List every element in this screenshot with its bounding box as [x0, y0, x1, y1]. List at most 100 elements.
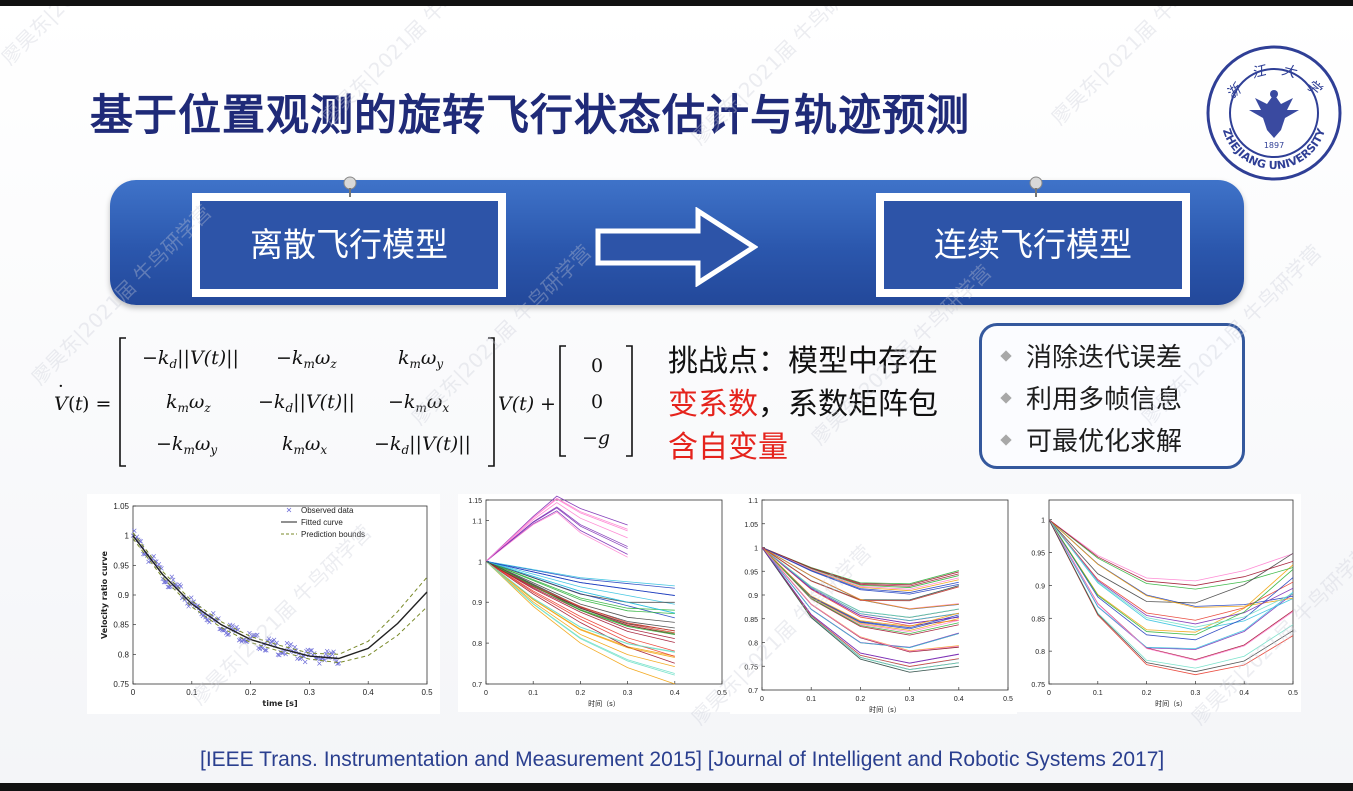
svg-text:(: ( — [68, 393, 75, 415]
trajectory-line — [485, 560, 675, 611]
challenge-text: 挑战点：模型中存在变系数，系数矩阵包含自变量 — [668, 340, 958, 469]
observed-data-point — [185, 601, 190, 606]
trajectory-line — [485, 560, 675, 643]
trajectory-line — [761, 547, 959, 627]
y-tick-label: 0.95 — [113, 561, 129, 570]
right-arrow-icon — [595, 207, 758, 287]
observed-data-point — [331, 649, 336, 654]
legend-entry: Observed data — [301, 506, 354, 515]
observed-data-point — [132, 528, 137, 534]
observed-data-point — [216, 616, 221, 621]
prediction-bound-line — [132, 538, 428, 664]
trajectory-line — [761, 547, 959, 601]
trajectory-line — [761, 547, 959, 593]
observed-data-point — [170, 577, 176, 583]
observed-data-point — [168, 584, 173, 589]
trajectory-line — [761, 547, 959, 601]
observed-data-point — [225, 632, 230, 638]
x-tick-label: 0.3 — [304, 688, 316, 697]
trajectory-line — [761, 547, 959, 664]
legend-marker — [286, 507, 292, 513]
benefit-label: 消除迭代误差 — [1026, 343, 1183, 373]
trajectory-line — [485, 510, 628, 562]
logo-year: 1897 — [1264, 141, 1284, 150]
y-tick-label: 1 — [1041, 518, 1045, 525]
svg-text:−kmωz: −kmωz — [276, 347, 337, 371]
observed-data-point — [159, 566, 164, 571]
pushpin-icon — [1029, 176, 1043, 197]
top-black-bar — [0, 0, 1353, 6]
x-tick-label: 0.4 — [363, 688, 375, 697]
observed-data-point — [226, 632, 232, 637]
challenge-highlight-independent-variable: 含自变量 — [668, 430, 788, 465]
trajectory-line — [485, 561, 675, 668]
trajectory-line — [485, 502, 628, 562]
y-tick-label: 0.9 — [472, 600, 482, 607]
observed-data-point — [230, 623, 235, 628]
observed-data-point — [308, 648, 313, 653]
y-tick-label: 0.75 — [113, 680, 129, 689]
y-tick-label: 0.8 — [1035, 649, 1045, 656]
svg-text:−kmωx: −kmωx — [388, 391, 449, 415]
diamond-bullet-icon — [1000, 349, 1012, 362]
trajectory-line — [761, 547, 959, 590]
trajectory-line — [761, 547, 959, 649]
trajectory-line — [485, 560, 675, 614]
y-tick-label: 1 — [125, 532, 130, 541]
observed-data-point — [240, 637, 246, 643]
trajectory-line — [485, 560, 675, 636]
trajectory-line — [1048, 519, 1294, 604]
trajectory-line — [485, 511, 628, 562]
svg-text:) =: ) = — [82, 393, 111, 415]
trajectory-line — [761, 547, 959, 635]
x-tick-label: 0.5 — [1003, 696, 1013, 703]
y-tick-label: 0.75 — [744, 664, 758, 671]
observed-data-point — [278, 649, 283, 655]
observed-data-point — [178, 584, 184, 589]
y-tick-label: 1.05 — [744, 522, 758, 529]
x-axis-label: time [s] — [262, 699, 297, 708]
trajectory-line — [1048, 519, 1294, 608]
trajectory-line — [1048, 519, 1294, 669]
svg-text:−kd||V(t)||: −kd||V(t)|| — [142, 347, 239, 371]
y-tick-label: 0.8 — [472, 641, 482, 648]
svg-text:0: 0 — [591, 355, 603, 377]
trajectory-line — [761, 547, 959, 586]
trajectory-line — [761, 547, 959, 618]
y-tick-label: 0.9 — [1035, 583, 1045, 590]
trajectory-line — [485, 561, 675, 676]
observed-data-point — [323, 651, 329, 657]
x-tick-label: 0 — [760, 696, 764, 703]
velocity-ratio-fit-plot: 0 0.1 0.2 0.3 0.4 0.5 0.75 0.8 0.85 0.9 0.95 1 1.05 t… — [87, 494, 440, 714]
trajectory-ratio-plot-3: 0 0.1 0.2 0.3 0.4 0.5 0.7 0.75 0.8 0.85 0.9 0.95 1 1.… — [730, 494, 1017, 714]
eagle-emblem-icon — [1249, 90, 1299, 138]
trajectory-line — [485, 506, 628, 562]
plot-4-svg: 0 0.1 0.2 0.3 0.4 0.5 0.75 0.8 0.85 0.9 0.95 1 时间（s） — [1031, 499, 1298, 708]
observed-data-point — [160, 576, 166, 581]
bottom-black-bar — [0, 783, 1353, 791]
trajectory-line — [485, 561, 675, 653]
trajectory-line — [1048, 519, 1294, 633]
trajectory-line — [485, 560, 675, 587]
y-tick-label: 1.05 — [113, 502, 129, 511]
logo-char-2: 江 — [1250, 62, 1269, 81]
observed-data-point — [264, 647, 269, 653]
trajectory-ratio-plot-4: 0 0.1 0.2 0.3 0.4 0.5 0.75 0.8 0.85 0.9 0.95 1 时间（s） — [1017, 494, 1301, 712]
trajectory-line — [1048, 519, 1294, 582]
x-axis-label: 时间（s） — [1155, 699, 1187, 708]
svg-text:−g: −g — [582, 427, 610, 449]
x-tick-label: 0 — [1047, 690, 1051, 697]
discrete-model-box: 离散飞行模型 — [192, 193, 506, 297]
observed-data-point — [333, 659, 339, 664]
y-tick-label: 0.8 — [118, 650, 130, 659]
slide-title: 基于位置观测的旋转飞行状态估计与轨迹预测 — [90, 91, 970, 141]
diamond-bullet-icon — [1000, 433, 1012, 446]
svg-text:V: V — [54, 393, 70, 415]
x-tick-label: 0.2 — [576, 690, 586, 697]
observed-data-point — [292, 644, 298, 650]
continuous-model-box: 连续飞行模型 — [876, 193, 1190, 297]
x-tick-label: 0.2 — [245, 688, 257, 697]
observed-data-point — [138, 539, 144, 544]
y-tick-label: 1.15 — [468, 498, 482, 505]
trajectory-line — [485, 497, 628, 562]
